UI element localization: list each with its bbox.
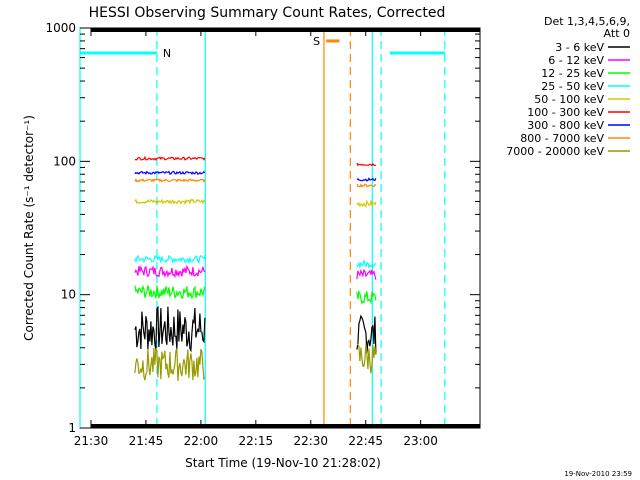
series-line — [356, 162, 377, 167]
series-line — [356, 258, 377, 270]
series-7000-20000kev — [134, 342, 377, 381]
series-line — [134, 305, 206, 353]
chart-title: HESSI Observing Summary Count Rates, Cor… — [89, 5, 446, 21]
plot-frame — [79, 27, 481, 429]
series-line — [356, 177, 377, 182]
series-line — [134, 264, 206, 279]
series-6-12kev — [134, 264, 377, 280]
annotation-s: S — [313, 35, 320, 48]
series-100-300kev — [134, 155, 377, 167]
series-line — [134, 155, 206, 161]
series-line — [134, 170, 206, 176]
x-tick-label: 22:00 — [184, 434, 219, 448]
annotation-n: N — [163, 47, 171, 60]
series-line — [134, 348, 206, 381]
series-line — [356, 199, 377, 208]
plot-area: NS — [79, 27, 481, 429]
series-line — [356, 268, 377, 280]
series-line — [356, 183, 377, 188]
series-3-6kev — [134, 305, 377, 355]
x-tick-label: 23:00 — [403, 434, 438, 448]
series-line — [356, 289, 377, 305]
series-line — [134, 178, 206, 184]
series-line — [356, 314, 377, 355]
series-300-800kev — [134, 170, 377, 182]
series-25-50kev — [134, 254, 377, 270]
series-line — [134, 198, 206, 206]
series-line — [134, 284, 206, 300]
x-tick-label: 22:45 — [348, 434, 383, 448]
x-tick-label: 22:15 — [239, 434, 274, 448]
x-tick-label: 21:30 — [74, 434, 109, 448]
x-tick-label: 21:45 — [129, 434, 164, 448]
x-axis: 21:30 21:45 22:00 22:15 22:30 22:45 23:00 — [74, 28, 481, 448]
x-tick-label: 22:30 — [293, 434, 328, 448]
series-800-7000kev — [134, 178, 377, 188]
series-12-25kev — [134, 284, 377, 305]
series-50-100kev — [134, 198, 377, 208]
series-line — [134, 254, 206, 265]
series-line — [356, 342, 377, 374]
